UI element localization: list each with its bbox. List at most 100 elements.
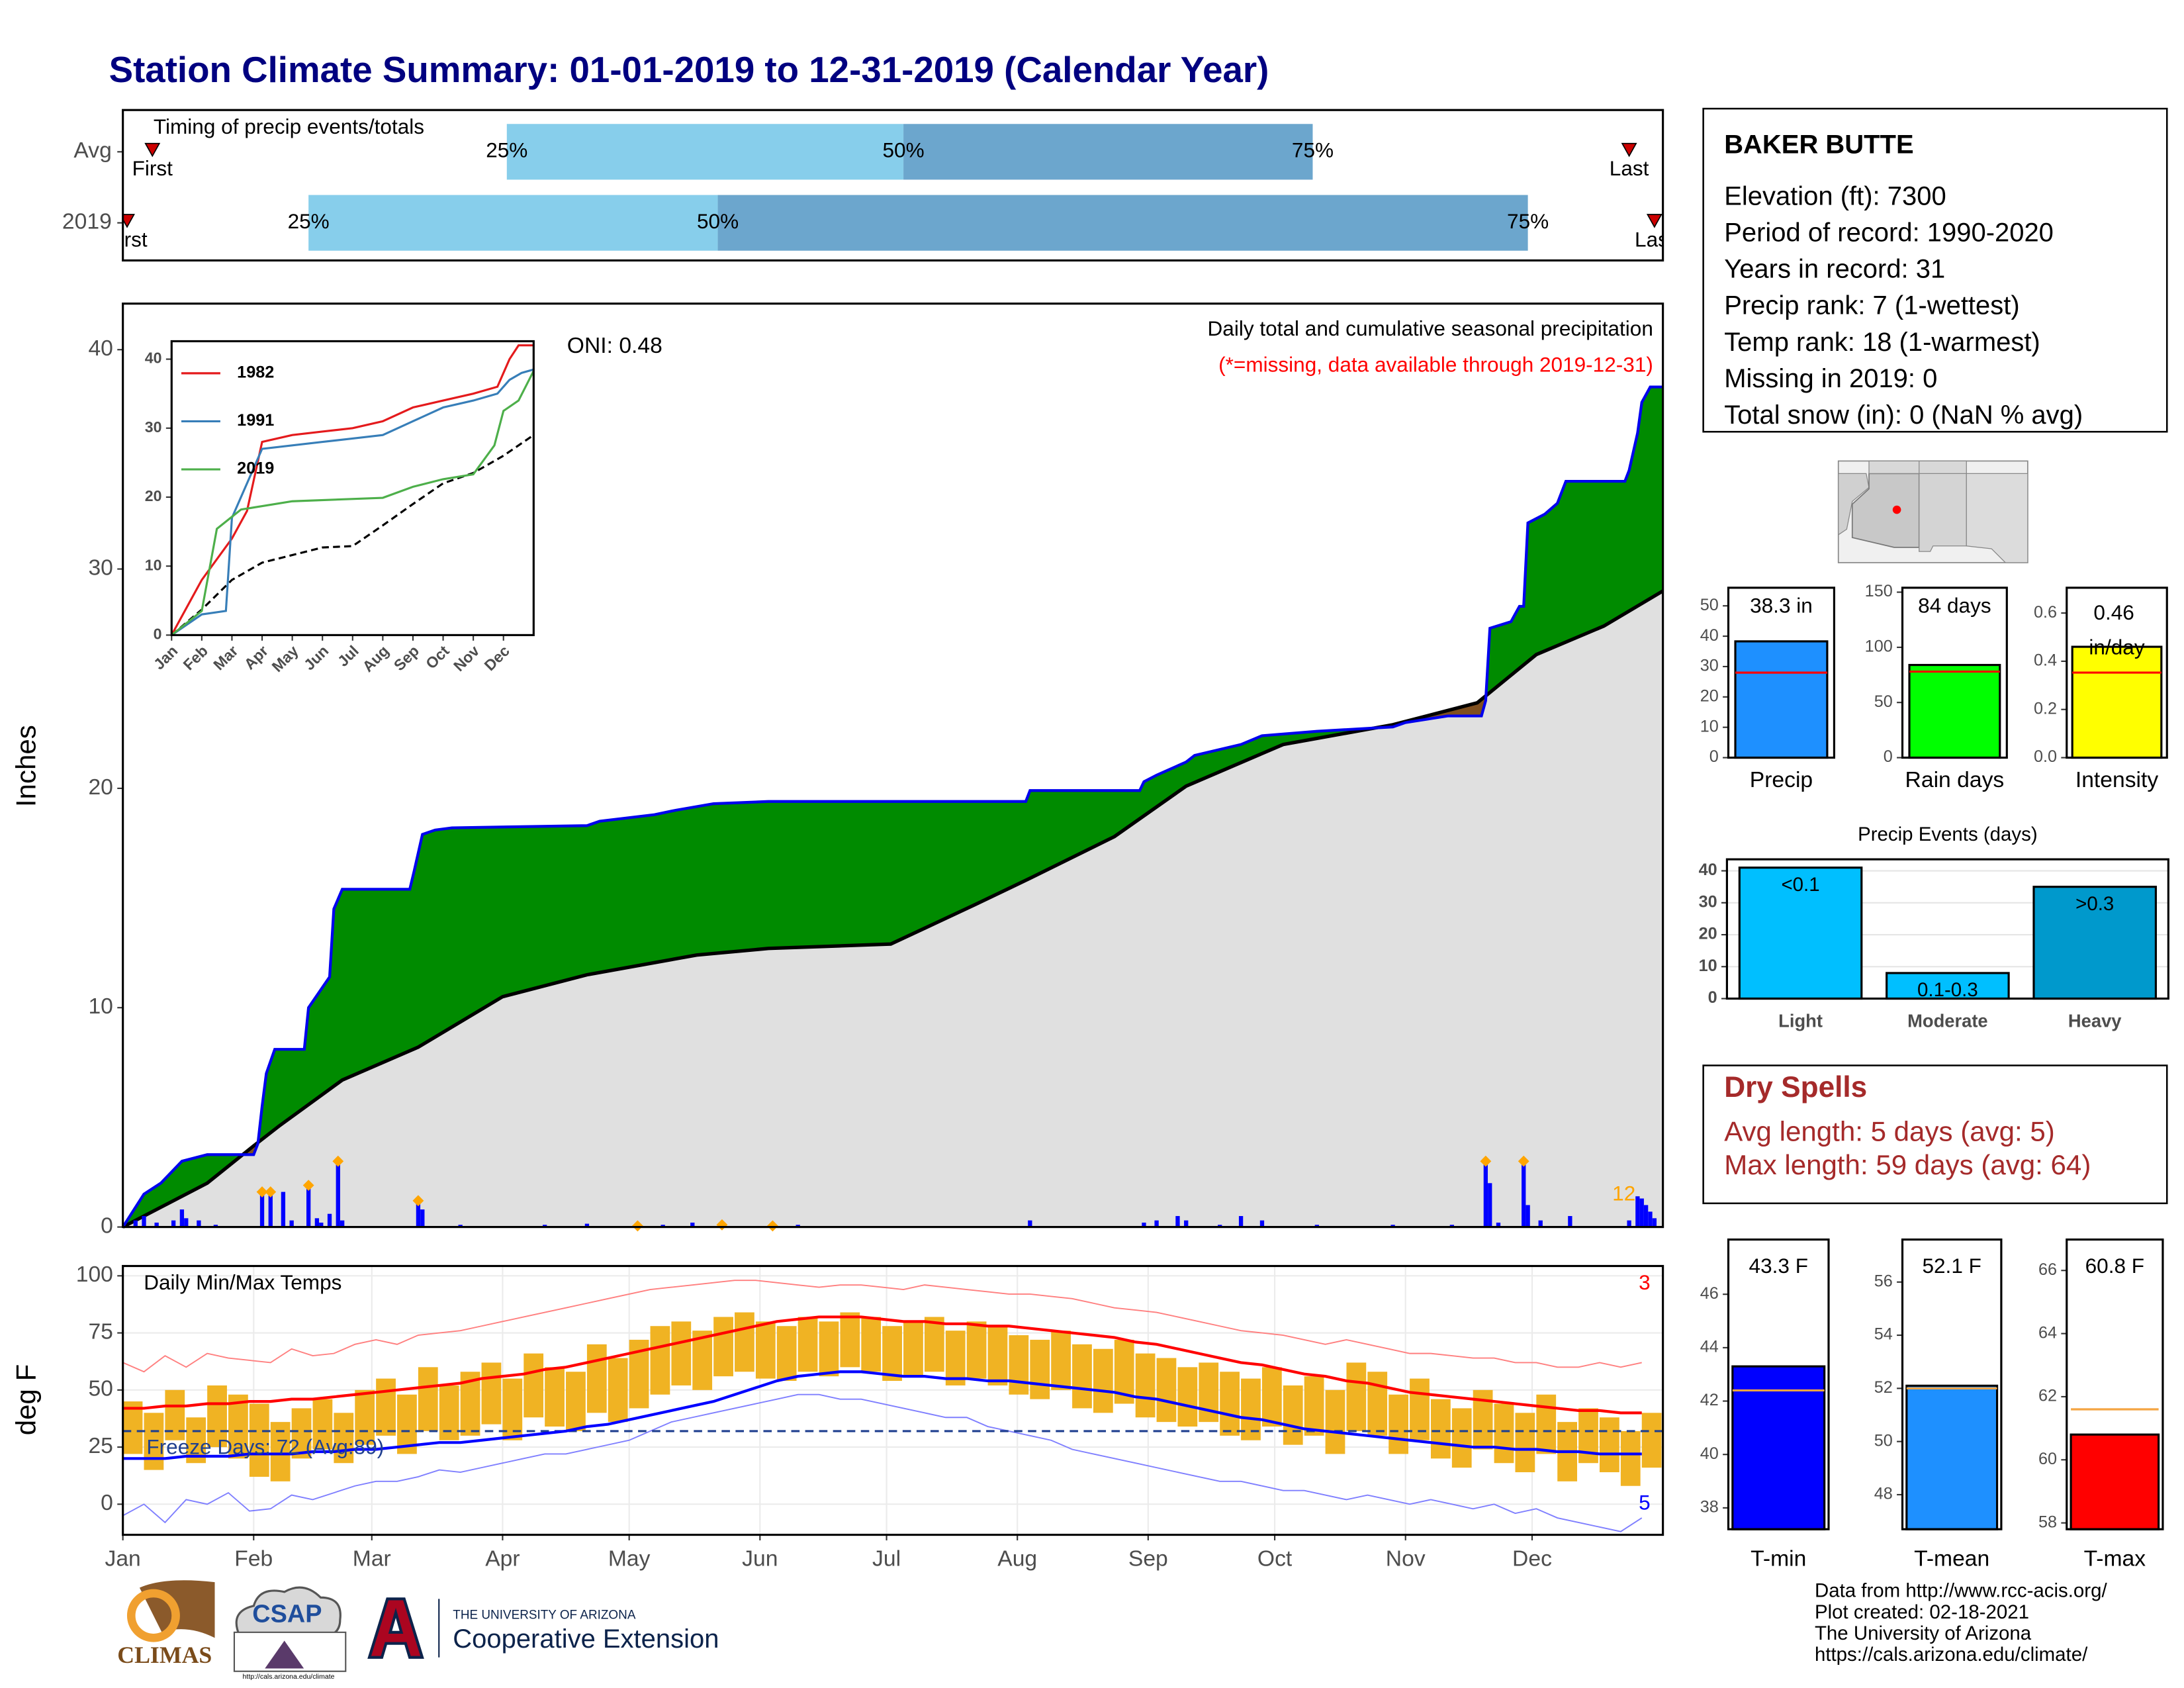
flag-marker xyxy=(1518,1155,1529,1167)
x-tick-label: Jul xyxy=(872,1546,901,1571)
y-tick-label: 100 xyxy=(76,1262,113,1287)
daily-range-bar xyxy=(586,1344,607,1413)
avg-min-line xyxy=(122,1370,1642,1460)
daily-range-bar xyxy=(776,1326,797,1382)
x-tick-label: Jan xyxy=(150,642,181,673)
y-tick-label: 50 xyxy=(1874,1431,1893,1450)
value-label: 60.8 F xyxy=(2085,1254,2144,1278)
quartile-label: 75% xyxy=(1507,209,1549,233)
daily-bar xyxy=(314,1218,320,1227)
series-line xyxy=(171,370,535,636)
daily-bar xyxy=(1259,1220,1265,1227)
x-tick-label: Apr xyxy=(241,642,272,673)
plot-frame xyxy=(1901,586,2008,759)
season-line xyxy=(121,385,1663,1228)
station-line: Precip rank: 7 (1-wettest) xyxy=(1724,291,2019,320)
daily-bar xyxy=(1648,1211,1653,1227)
y-tick-label: 0.4 xyxy=(2034,651,2057,670)
y-tick-label: 20 xyxy=(1700,686,1719,705)
y-tick-label: 75 xyxy=(88,1319,113,1344)
early-half xyxy=(506,124,904,180)
daily-range-bar xyxy=(1641,1413,1662,1468)
station-line: Total snow (in): 0 (NaN % avg) xyxy=(1724,400,2083,430)
x-tick-label: Jun xyxy=(742,1546,778,1571)
daily-range-bar xyxy=(1283,1385,1303,1445)
y-tick-label: 30 xyxy=(145,418,162,436)
daily-range-bar xyxy=(735,1312,754,1372)
daily-bar xyxy=(1643,1205,1649,1227)
y-tick-label: 0 xyxy=(101,1491,113,1515)
y-tick-label: 66 xyxy=(2038,1260,2057,1279)
daily-bar xyxy=(1525,1205,1530,1227)
credit-line: Data from http://www.rcc-acis.org/ xyxy=(1815,1580,2107,1602)
x-tick-label: Jun xyxy=(300,642,332,673)
inset-bg xyxy=(167,341,534,635)
x-tick-label: Jul xyxy=(334,642,362,670)
x-tick-label: Sep xyxy=(390,642,422,674)
daily-range-bar xyxy=(1536,1394,1557,1454)
csap-url: http://cals.arizona.edu/climate xyxy=(243,1673,335,1681)
y-tick-label: 52 xyxy=(1874,1378,1893,1397)
daily-bar xyxy=(660,1225,665,1227)
event-label: First xyxy=(132,156,173,180)
daily-bar xyxy=(420,1209,425,1227)
x-tick-label: Feb xyxy=(180,642,211,673)
quartile-label: 50% xyxy=(697,209,739,233)
daily-range-bar xyxy=(1093,1348,1113,1413)
daily-bar xyxy=(213,1225,218,1227)
daily-bar xyxy=(1184,1220,1189,1227)
y-tick-label: 30 xyxy=(88,555,113,580)
y-tick-label: 10 xyxy=(145,556,162,573)
station-line: Missing in 2019: 0 xyxy=(1724,364,1937,393)
daily-range-bar xyxy=(566,1372,586,1431)
daily-bar xyxy=(796,1225,800,1227)
daily-bar xyxy=(1496,1222,1501,1227)
plot-frame xyxy=(1727,586,1835,759)
annotation: Timing of precip events/totals xyxy=(154,115,424,138)
event-marker xyxy=(1646,214,1662,228)
bar xyxy=(2071,645,2163,759)
daily-bar xyxy=(1483,1161,1488,1227)
x-tick-label: Aug xyxy=(359,642,392,675)
daily-range-bar xyxy=(523,1353,544,1418)
daily-bar xyxy=(1568,1216,1572,1227)
station-box xyxy=(1702,107,2168,433)
y-tick-label: 40 xyxy=(88,336,113,361)
university-text: THE UNIVERSITY OF ARIZONA xyxy=(453,1609,636,1622)
category-label: Moderate xyxy=(1907,1011,1988,1031)
y-tick-label: 54 xyxy=(1874,1325,1893,1344)
y-tick-label: 30 xyxy=(1699,892,1717,911)
daily-range-bar xyxy=(207,1385,227,1448)
daily-bar xyxy=(1522,1161,1526,1227)
y-tick-label: 20 xyxy=(88,775,113,800)
daily-bar xyxy=(543,1225,547,1227)
y-axis-label: deg F xyxy=(11,1364,42,1436)
daily-range-bar xyxy=(545,1367,565,1427)
record-high-line xyxy=(122,1280,1642,1373)
y-tick-label: 50 xyxy=(1874,692,1893,711)
daily-range-bar xyxy=(671,1321,692,1385)
daily-bar xyxy=(133,1220,138,1227)
station-line: Temp rank: 18 (1-warmest) xyxy=(1724,328,2040,357)
daily-bar xyxy=(1449,1225,1455,1227)
plot-frame xyxy=(122,303,1664,1229)
y-tick-label: 10 xyxy=(1700,717,1719,735)
daily-range-bar xyxy=(840,1312,860,1368)
daily-range-bar xyxy=(1072,1344,1092,1409)
bar-label: 0.1-0.3 xyxy=(1917,979,1978,1001)
daily-range-bar xyxy=(903,1321,923,1377)
station-name: BAKER BUTTE xyxy=(1724,130,1913,159)
daily-range-bar xyxy=(966,1321,987,1379)
daily-bar xyxy=(289,1220,294,1227)
extension-text: Cooperative Extension xyxy=(453,1624,719,1654)
climas-text: CLIMAS xyxy=(117,1642,212,1668)
row-label: Avg xyxy=(73,138,111,163)
x-tick-label: Nov xyxy=(450,642,482,675)
daily-range-bar xyxy=(945,1331,966,1385)
daily-range-bar xyxy=(650,1326,670,1395)
daily-range-bar xyxy=(1009,1335,1029,1395)
daily-range-bar xyxy=(502,1378,523,1440)
daily-bar xyxy=(690,1222,695,1227)
y-tick-label: 0.6 xyxy=(2034,603,2057,622)
